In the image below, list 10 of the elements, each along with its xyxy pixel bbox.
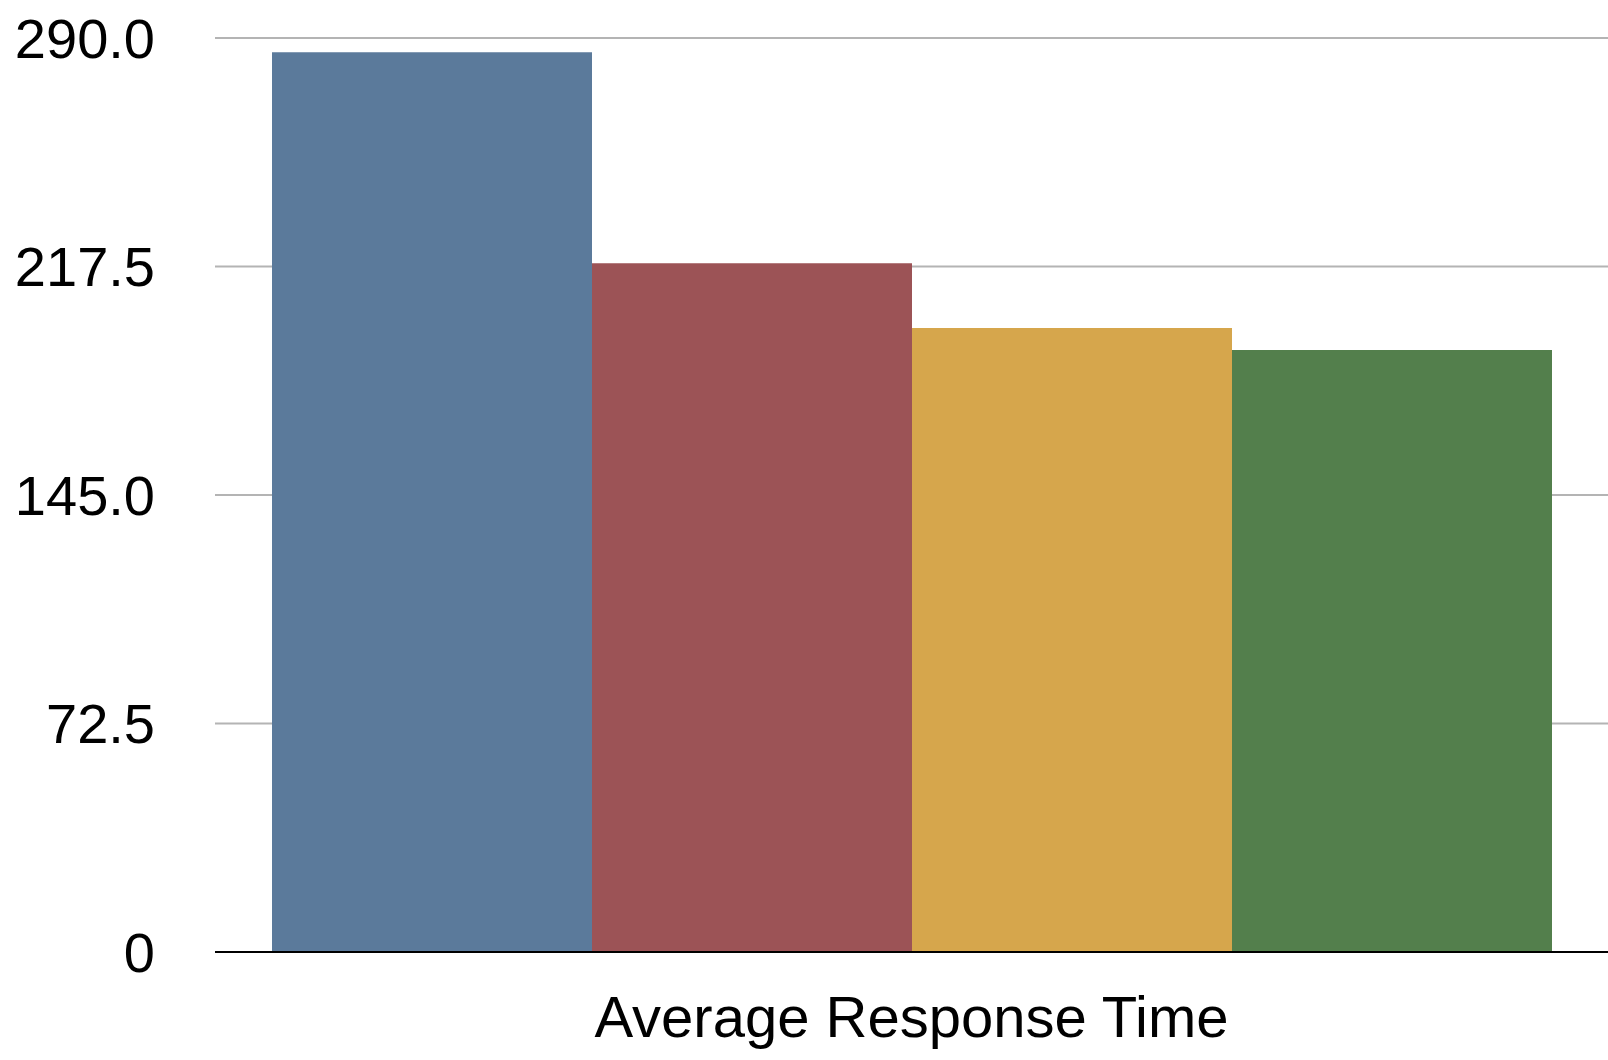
y-tick-label: 217.5 [14,235,155,299]
y-tick-label: 145.0 [14,463,155,527]
x-tick-label: Average Response Time [594,984,1229,1050]
bar [272,52,592,952]
bar [912,327,1232,952]
y-tick-label: 290.0 [14,6,155,70]
y-tick-label: 72.5 [46,692,155,756]
bar [592,263,912,952]
y-tick-label: 0 [123,920,155,984]
bar [1232,350,1552,952]
